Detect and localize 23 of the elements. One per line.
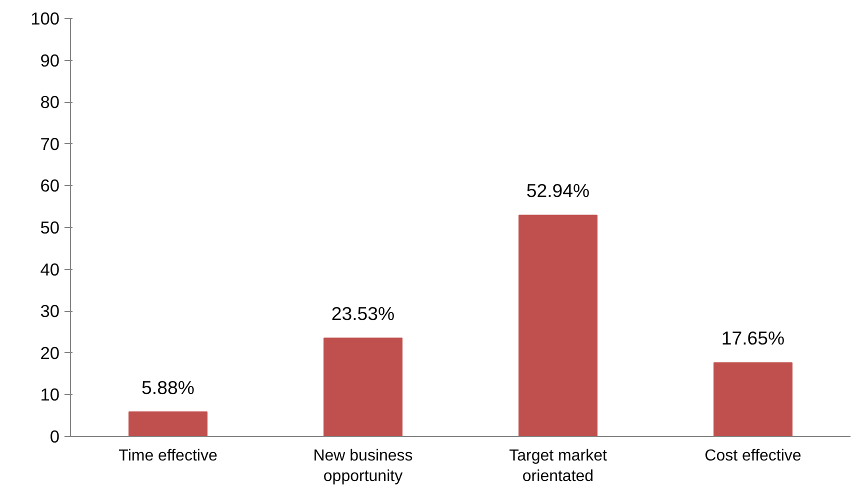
y-tick-label: 30 bbox=[40, 301, 60, 322]
y-tick-label: 80 bbox=[40, 92, 60, 112]
data-label: 5.88% bbox=[142, 376, 194, 398]
bar bbox=[714, 362, 792, 436]
y-tick-label: 40 bbox=[40, 259, 60, 280]
y-tick-label: 90 bbox=[40, 50, 60, 70]
x-tick-label: Cost effective bbox=[704, 448, 802, 464]
x-tick-label: Target market orientated bbox=[509, 448, 608, 485]
y-tick-label: 0 bbox=[50, 426, 60, 446]
data-label: 52.94% bbox=[526, 180, 590, 202]
data-label: 17.65% bbox=[721, 328, 785, 349]
bar bbox=[324, 338, 402, 436]
bar bbox=[128, 411, 208, 436]
x-tick-label: Time effective bbox=[118, 448, 218, 464]
y-tick-label: 60 bbox=[40, 176, 60, 196]
y-tick-label: 50 bbox=[40, 218, 60, 238]
y-tick-label: 100 bbox=[30, 8, 60, 28]
data-label: 23.53% bbox=[331, 303, 395, 324]
y-tick-label: 70 bbox=[40, 134, 60, 154]
bar bbox=[518, 214, 598, 436]
x-tick-label: New business opportunity bbox=[313, 448, 413, 485]
y-tick-label: 10 bbox=[40, 384, 60, 405]
y-tick-label: 20 bbox=[40, 342, 60, 363]
